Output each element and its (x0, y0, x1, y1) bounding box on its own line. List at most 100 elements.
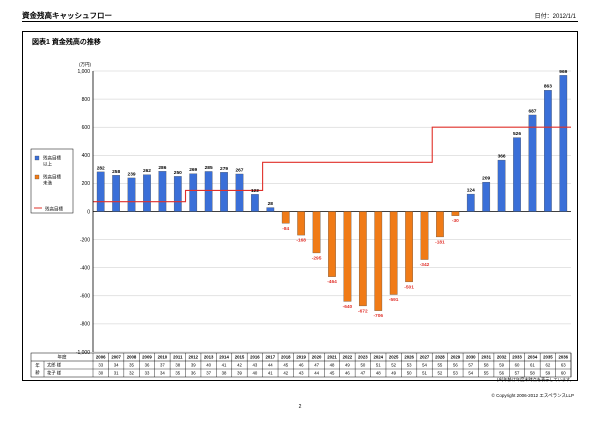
bar-value-label: 209 (482, 176, 490, 182)
bar-value-label: 258 (112, 169, 120, 175)
bar-value-label: -640 (343, 304, 353, 310)
year-cell: 2007 (111, 355, 121, 360)
bar-layer (96, 75, 568, 311)
year-cell: 2012 (188, 355, 198, 360)
age-cell: 41 (268, 371, 273, 376)
bar-2012 (189, 173, 198, 212)
target-line (93, 126, 571, 203)
year-cell: 2022 (343, 355, 353, 360)
bar-value-label: 969 (559, 69, 567, 75)
bar-value-label: 267 (235, 167, 243, 173)
age-cell: 60 (561, 371, 566, 376)
bar-value-label: 124 (467, 188, 475, 194)
bar-value-label: -168 (296, 238, 306, 244)
year-cell: 2013 (204, 355, 214, 360)
y-tick-label: -200 (80, 237, 90, 243)
year-cell: 2028 (435, 355, 445, 360)
bar-2021 (328, 211, 336, 277)
bar-2010 (158, 171, 167, 212)
age-row-label: 花子 様 (47, 370, 62, 377)
legend-label: 残高目標 (43, 155, 61, 162)
bar-value-label: -295 (312, 255, 322, 261)
bar-2036 (559, 75, 568, 212)
bar-2032 (497, 159, 506, 212)
bar-2014 (220, 172, 228, 212)
bar-2020 (312, 211, 321, 254)
figure-title: 図表1 資金残高の推移 (32, 39, 101, 46)
age-cell: 46 (299, 363, 304, 368)
bar-2028 (436, 211, 444, 238)
age-cell: 52 (391, 363, 396, 368)
age-cell: 50 (407, 371, 412, 376)
bar-value-label: -672 (358, 308, 368, 314)
age-group-label: 齢 (35, 369, 40, 376)
year-cell: 2017 (266, 355, 276, 360)
year-cell: 2010 (158, 355, 168, 360)
bar-2026 (405, 211, 413, 283)
age-cell: 58 (484, 363, 489, 368)
age-cell: 35 (129, 363, 134, 368)
age-cell: 47 (360, 371, 365, 376)
year-cell: 2029 (451, 355, 461, 360)
bar-2025 (389, 211, 398, 295)
bar-2017 (266, 207, 275, 212)
bar-value-label: 250 (174, 170, 182, 176)
bar-value-label: 239 (128, 171, 136, 177)
year-cell: 2030 (466, 355, 476, 360)
age-cell: 40 (206, 363, 211, 368)
age-cell: 60 (515, 363, 520, 368)
age-cell: 36 (145, 363, 150, 368)
age-cell: 47 (314, 363, 319, 368)
age-cell: 54 (422, 363, 427, 368)
year-cell: 2019 (296, 355, 306, 360)
age-cell: 42 (283, 371, 288, 376)
bar-2034 (528, 114, 537, 212)
y-tick-label: 400 (82, 153, 91, 159)
y-tick-label: -600 (80, 294, 90, 300)
bar-2022 (343, 211, 352, 302)
bar-2008 (127, 177, 136, 212)
year-cell: 2025 (389, 355, 399, 360)
year-cell: 2036 (559, 355, 569, 360)
legend-label: 残高目標 (43, 174, 61, 181)
age-cell: 55 (484, 371, 489, 376)
year-cell: 2011 (173, 355, 183, 360)
bar-value-label: -706 (373, 313, 383, 319)
year-cell: 2016 (250, 355, 260, 360)
age-cell: 33 (145, 371, 150, 376)
age-cell: 49 (345, 363, 350, 368)
age-cell: 55 (438, 363, 443, 368)
bar-2023 (358, 211, 367, 307)
bar-2019 (297, 211, 306, 236)
year-cell: 2021 (327, 355, 337, 360)
age-cell: 42 (237, 363, 242, 368)
age-cell: 50 (360, 363, 365, 368)
bar-value-label: 285 (205, 165, 213, 171)
legend-swatch (34, 174, 40, 180)
age-cell: 53 (453, 371, 458, 376)
bar-value-label: 687 (528, 108, 536, 114)
age-cell: 45 (283, 363, 288, 368)
bar-2015 (235, 173, 244, 212)
label-layer: 282 258 239 262 286 250 269 285 279 267 122 28 -84 -1… (97, 69, 568, 319)
year-cell: 2031 (481, 355, 491, 360)
age-cell: 61 (530, 363, 535, 368)
year-cell: 2035 (543, 355, 553, 360)
bar-2006 (96, 171, 105, 212)
y-axis-unit: (万円) (79, 62, 91, 68)
bar-value-label: 262 (143, 168, 151, 174)
title-rule (22, 21, 578, 22)
age-cell: 39 (237, 371, 242, 376)
year-cell: 2015 (235, 355, 245, 360)
age-cell: 63 (561, 363, 566, 368)
y-tick-label: 200 (82, 181, 91, 187)
age-cell: 52 (438, 371, 443, 376)
age-cell: 57 (468, 363, 473, 368)
bar-2018 (281, 211, 290, 224)
age-cell: 40 (253, 371, 258, 376)
bar-value-label: 863 (544, 84, 552, 90)
year-cell: 2006 (96, 355, 106, 360)
legend-swatch (34, 155, 40, 161)
